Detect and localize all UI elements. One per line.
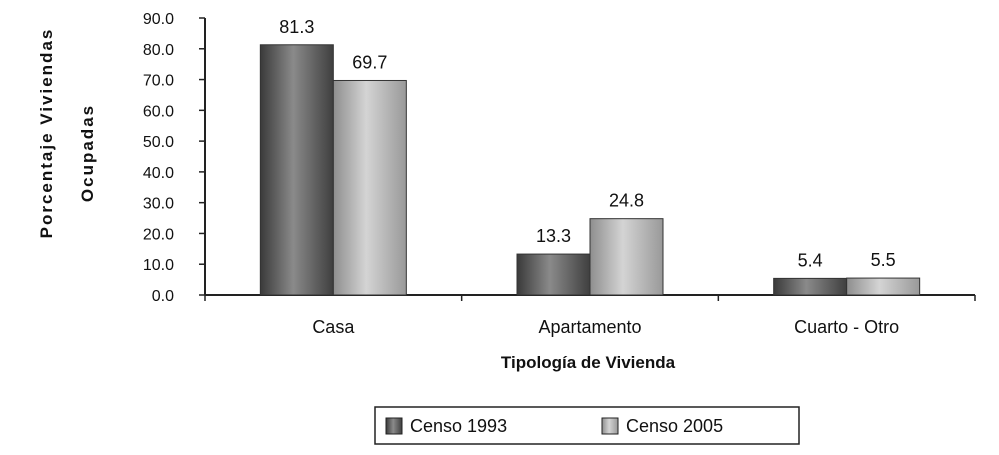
data-label: 13.3: [536, 226, 571, 246]
bars: [259, 44, 921, 296]
legend-swatch-censo-2005: [601, 417, 619, 435]
bar-censo-1993-1: [516, 253, 591, 296]
bar-censo-1993-0: [259, 44, 334, 296]
y-tick-label: 60.0: [143, 103, 174, 120]
data-label: 5.4: [798, 250, 823, 270]
x-axis-ticks: [204, 295, 976, 301]
bar-censo-2005-1: [589, 218, 664, 296]
data-label: 24.8: [609, 191, 644, 211]
y-axis-title-line-2: Ocupadas: [78, 104, 97, 202]
y-tick-label: 50.0: [143, 134, 174, 151]
legend-box: [374, 406, 800, 445]
y-axis-title-line-1: Porcentaje Viviendas: [37, 28, 56, 239]
y-tick-label: 70.0: [143, 73, 174, 90]
y-tick-label: 30.0: [143, 196, 174, 213]
bar-censo-2005-2: [846, 277, 921, 296]
y-axis-title: Porcentaje Viviendas Ocupadas: [37, 28, 97, 239]
category-labels: Casa Apartamento Cuarto - Otro: [312, 317, 899, 337]
category-label: Cuarto - Otro: [794, 317, 899, 337]
legend: Censo 1993 Censo 2005: [374, 406, 800, 445]
y-axis-ticks: 0.0 10.0 20.0 30.0 40.0 50.0 60.0 70.0 80.0 90.0: [143, 11, 205, 305]
legend-label-censo-2005: Censo 2005: [626, 416, 723, 436]
y-tick-label: 80.0: [143, 42, 174, 59]
legend-label-censo-1993: Censo 1993: [410, 416, 507, 436]
x-axis-title: Tipología de Vivienda: [501, 353, 676, 372]
data-label: 81.3: [279, 17, 314, 37]
bar-censo-1993-2: [773, 277, 848, 296]
category-label: Apartamento: [538, 317, 641, 337]
bar-censo-2005-0: [332, 79, 407, 296]
category-label: Casa: [312, 317, 355, 337]
y-tick-label: 40.0: [143, 165, 174, 182]
data-label: 69.7: [352, 52, 387, 72]
data-label: 5.5: [871, 250, 896, 270]
y-tick-label: 90.0: [143, 11, 174, 28]
data-labels: 81.3 69.7 13.3 24.8 5.4 5.5: [279, 17, 895, 271]
y-tick-label: 0.0: [152, 288, 174, 305]
y-tick-label: 20.0: [143, 226, 174, 243]
y-tick-label: 10.0: [143, 257, 174, 274]
legend-swatch-censo-1993: [385, 417, 403, 435]
